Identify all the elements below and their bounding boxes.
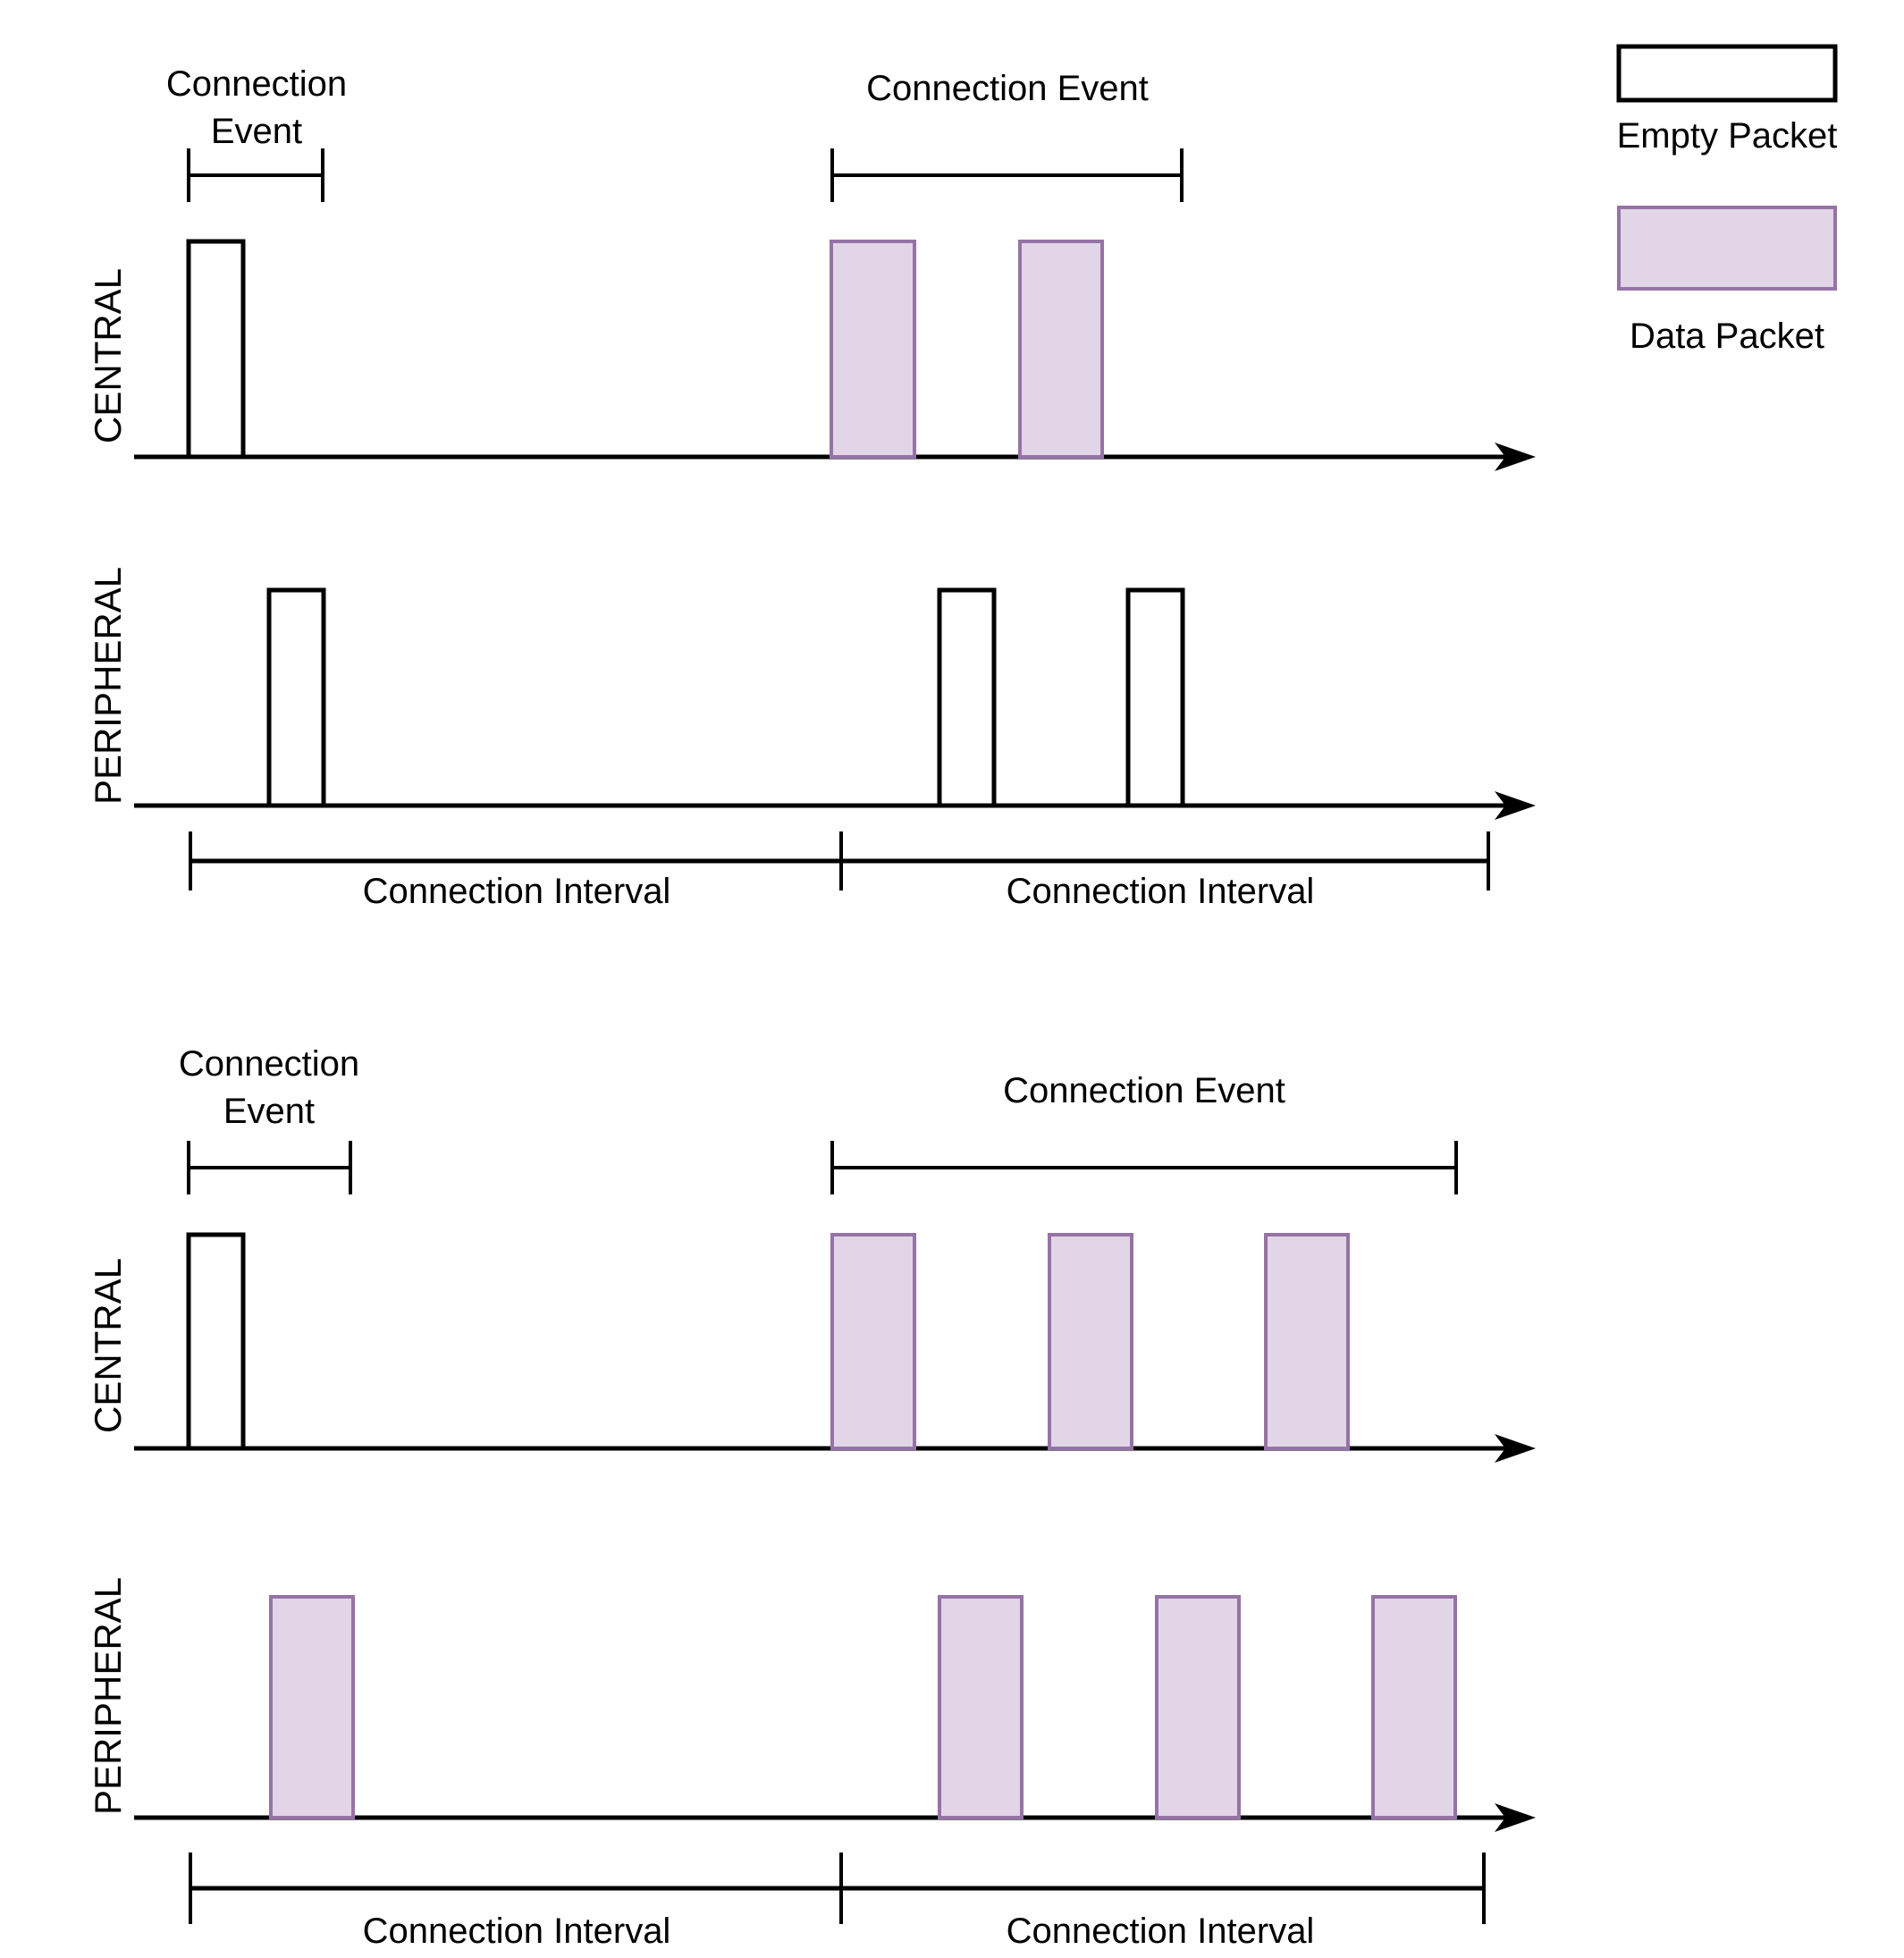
connection-event-label-line2: Event (223, 1092, 316, 1131)
connection-event-label: Connection Event (866, 69, 1149, 108)
peripheral-axis-label: PERIPHERAL (87, 1576, 129, 1816)
central-axis-label: CENTRAL (87, 1257, 129, 1434)
connection-interval-label: Connection Interval (362, 1912, 671, 1951)
connection-interval-label: Connection Interval (1006, 1912, 1315, 1951)
empty-packet (937, 587, 997, 808)
legend-data-packet-label: Data Packet (1630, 316, 1824, 356)
data-packet (830, 1233, 916, 1450)
timeline-arrowhead-icon (1495, 1803, 1536, 1832)
connection-event-label-line1: Connection (178, 1044, 360, 1084)
data-packet (830, 240, 916, 459)
data-packet (1018, 240, 1104, 459)
legend-empty-packet-swatch (1616, 44, 1838, 103)
empty-packet (186, 1232, 246, 1451)
legend-data-packet-swatch (1617, 206, 1837, 291)
connection-event-label: Connection Event (179, 1041, 359, 1135)
central-axis-label: CENTRAL (87, 267, 129, 444)
legend-empty-packet-label: Empty Packet (1616, 116, 1838, 156)
timeline-arrowhead-icon (1495, 1434, 1536, 1463)
connection-event-label-line1: Connection (165, 64, 348, 104)
connection-event-label: Connection Event (1003, 1071, 1285, 1110)
empty-packet (186, 239, 246, 460)
timeline-arrowhead-icon (1495, 791, 1536, 820)
data-packet (1371, 1595, 1457, 1819)
connection-interval-label: Connection Interval (1006, 872, 1315, 911)
timeline-arrowhead-icon (1495, 443, 1536, 471)
data-packet (269, 1595, 355, 1819)
peripheral-axis-label: PERIPHERAL (87, 566, 129, 806)
connection-interval-label: Connection Interval (362, 872, 671, 911)
data-packet (1264, 1233, 1350, 1450)
empty-packet (1125, 587, 1185, 808)
data-packet (938, 1595, 1024, 1819)
connection-event-label: Connection Event (166, 61, 347, 156)
data-packet (1155, 1595, 1241, 1819)
data-packet (1048, 1233, 1133, 1450)
connection-event-label-line2: Event (210, 112, 303, 151)
empty-packet (266, 587, 326, 808)
